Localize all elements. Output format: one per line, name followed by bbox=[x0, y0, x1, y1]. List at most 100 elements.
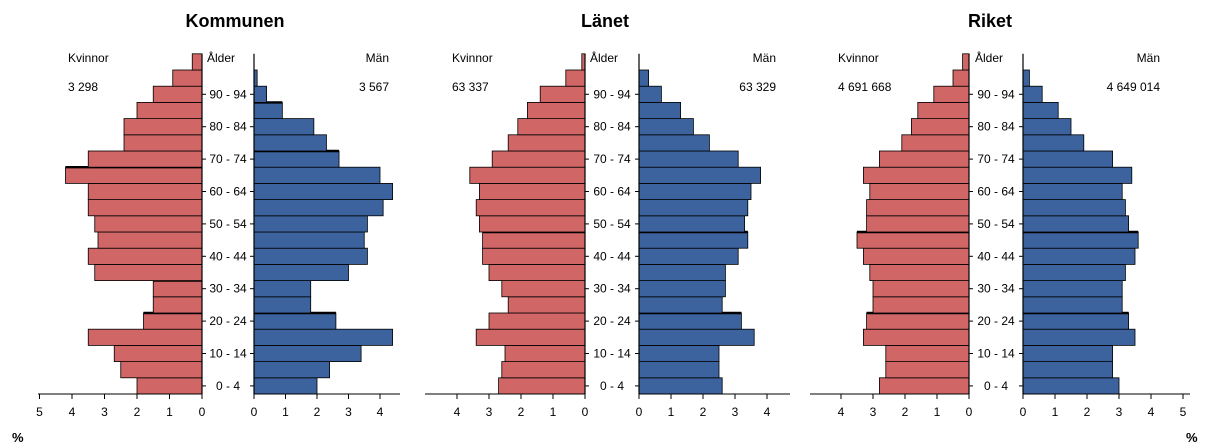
women-bar bbox=[917, 102, 970, 120]
men-x-tick-label: 3 bbox=[732, 405, 739, 419]
women-bar bbox=[488, 312, 586, 330]
men-bar bbox=[1022, 328, 1136, 346]
women-bar bbox=[152, 85, 203, 103]
men-bar bbox=[638, 312, 742, 330]
men-bar bbox=[638, 150, 739, 168]
age-label: 10 - 14 bbox=[977, 347, 1015, 361]
men-bar bbox=[1022, 150, 1113, 168]
women-x-tick-label: 0 bbox=[199, 405, 206, 419]
women-total: 3 298 bbox=[68, 80, 98, 94]
men-header: Män bbox=[753, 51, 776, 65]
women-bar bbox=[123, 134, 203, 152]
women-x-tick-label: 2 bbox=[518, 405, 525, 419]
men-total: 4 649 014 bbox=[1107, 80, 1161, 94]
women-bar bbox=[863, 328, 970, 346]
age-label: 70 - 74 bbox=[977, 152, 1015, 166]
men-header: Män bbox=[1137, 51, 1160, 65]
age-label: 40 - 44 bbox=[209, 249, 247, 263]
women-x-tick-label: 0 bbox=[582, 405, 589, 419]
men-bar bbox=[638, 296, 723, 314]
women-bar bbox=[120, 361, 203, 379]
men-bar bbox=[1022, 166, 1133, 184]
men-bar bbox=[253, 328, 394, 346]
men-bar bbox=[1022, 118, 1072, 136]
age-label: 80 - 84 bbox=[209, 120, 247, 134]
age-label: 20 - 24 bbox=[593, 314, 631, 328]
women-bar bbox=[482, 231, 586, 249]
men-bar bbox=[253, 361, 330, 379]
men-bar bbox=[253, 312, 337, 330]
women-bar bbox=[491, 150, 586, 168]
men-bar bbox=[638, 247, 739, 265]
men-bar bbox=[1022, 85, 1043, 103]
women-total: 63 337 bbox=[452, 80, 489, 94]
women-bar bbox=[152, 296, 203, 314]
men-bar bbox=[1022, 344, 1113, 362]
men-bar bbox=[1022, 199, 1126, 217]
men-bar bbox=[1022, 361, 1113, 379]
women-bar bbox=[87, 150, 203, 168]
women-x-tick-label: 5 bbox=[36, 405, 43, 419]
age-label: 0 - 4 bbox=[984, 379, 1008, 393]
pyramid-panel-2: Riket Kvinnor Ålder Män 4 691 668 4 649 014 0 … bbox=[810, 11, 1190, 419]
men-bar bbox=[253, 296, 312, 314]
age-label: 90 - 94 bbox=[209, 87, 247, 101]
men-x-tick-label: 2 bbox=[1084, 405, 1091, 419]
men-bar bbox=[1022, 134, 1085, 152]
men-bar bbox=[1022, 296, 1123, 314]
women-bar bbox=[87, 328, 203, 346]
women-bar bbox=[879, 150, 970, 168]
men-bar bbox=[638, 166, 761, 184]
men-bar bbox=[638, 328, 755, 346]
age-label: 50 - 54 bbox=[977, 217, 1015, 231]
men-bar bbox=[638, 69, 650, 87]
men-x-tick-label: 4 bbox=[377, 405, 384, 419]
men-bar bbox=[253, 102, 283, 120]
women-bar bbox=[97, 231, 203, 249]
women-bar bbox=[152, 280, 203, 298]
age-label: 20 - 24 bbox=[977, 314, 1015, 328]
men-bar bbox=[253, 134, 327, 152]
women-header: Kvinnor bbox=[838, 51, 879, 65]
women-x-tick-label: 4 bbox=[838, 405, 845, 419]
women-bar bbox=[539, 85, 586, 103]
men-x-tick-label: 0 bbox=[1020, 405, 1027, 419]
age-label: 40 - 44 bbox=[593, 249, 631, 263]
women-bar bbox=[501, 280, 586, 298]
men-bar bbox=[253, 231, 365, 249]
pyramid-panel-1: Länet Kvinnor Ålder Män 63 337 63 329 0 - 4 10 … bbox=[425, 11, 790, 419]
men-bar bbox=[1022, 231, 1139, 249]
men-bar bbox=[638, 134, 710, 152]
men-bar bbox=[638, 215, 745, 233]
men-bar bbox=[638, 182, 752, 200]
women-bar bbox=[872, 280, 970, 298]
men-bar bbox=[253, 182, 394, 200]
men-x-tick-label: 1 bbox=[668, 405, 675, 419]
age-label: 60 - 64 bbox=[209, 185, 247, 199]
women-bar bbox=[872, 296, 970, 314]
women-x-tick-label: 3 bbox=[870, 405, 877, 419]
men-bar bbox=[1022, 182, 1123, 200]
men-bar bbox=[638, 118, 694, 136]
age-label: 40 - 44 bbox=[977, 249, 1015, 263]
men-bar bbox=[638, 263, 726, 281]
women-bar bbox=[478, 182, 586, 200]
men-bar bbox=[253, 344, 362, 362]
women-bar bbox=[527, 102, 586, 120]
men-bar bbox=[1022, 377, 1120, 395]
men-bar bbox=[1022, 312, 1129, 330]
women-x-tick-label: 2 bbox=[134, 405, 141, 419]
women-bar bbox=[952, 69, 970, 87]
women-bar bbox=[879, 377, 970, 395]
women-bar bbox=[869, 182, 970, 200]
panel-title: Kommunen bbox=[186, 11, 285, 31]
men-bar bbox=[1022, 69, 1030, 87]
men-bar bbox=[253, 215, 368, 233]
age-header: Ålder bbox=[975, 50, 1003, 65]
women-bar bbox=[863, 247, 970, 265]
women-bar bbox=[113, 344, 203, 362]
age-label: 50 - 54 bbox=[593, 217, 631, 231]
women-bar bbox=[504, 344, 586, 362]
women-bar bbox=[87, 199, 203, 217]
